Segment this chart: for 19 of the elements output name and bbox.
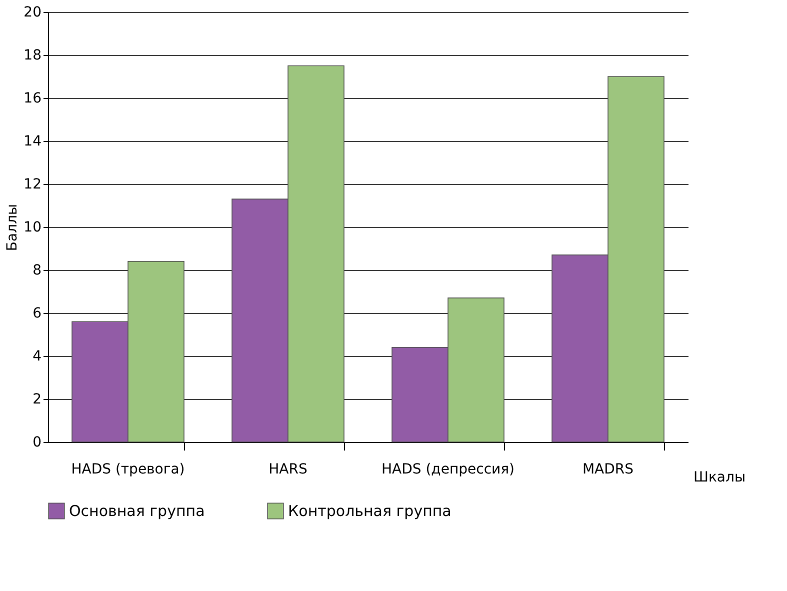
- y-tick-label: 14: [24, 134, 42, 150]
- y-tick-label: 20: [24, 4, 42, 20]
- y-tick-label: 18: [24, 48, 42, 64]
- y-tick-label: 4: [32, 348, 42, 364]
- y-tick-label: 10: [24, 220, 42, 236]
- y-tick-label: 16: [24, 90, 42, 106]
- y-tick-label: 12: [24, 176, 42, 192]
- x-tick-label: HARS: [268, 462, 308, 478]
- y-tick-label: 8: [32, 262, 42, 278]
- y-tick-label: 2: [32, 392, 42, 408]
- x-tick-label: HADS (тревога): [71, 462, 185, 478]
- legend-label: Контрольная группа: [288, 502, 452, 520]
- y-tick-label: 0: [32, 434, 42, 450]
- y-axis-title: Баллы: [4, 204, 21, 252]
- y-tick-label: 6: [32, 306, 42, 322]
- x-axis-title: Шкалы: [694, 470, 746, 486]
- x-tick-label: HADS (депрессия): [381, 462, 515, 478]
- legend-label: Основная группа: [69, 502, 205, 520]
- x-tick-label: MADRS: [582, 462, 634, 478]
